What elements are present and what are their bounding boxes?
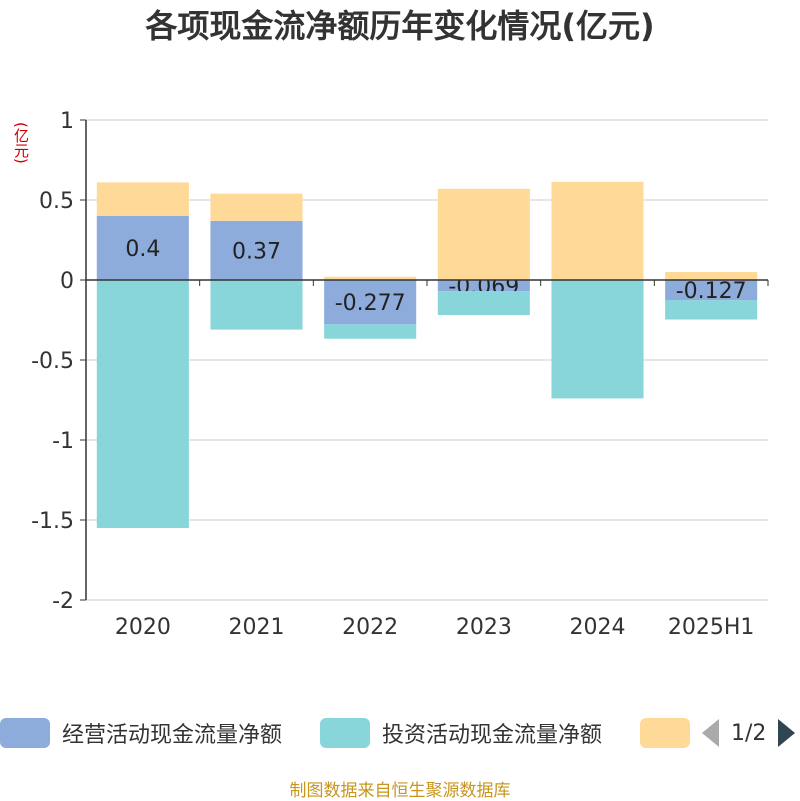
bar-investing-2020 (97, 280, 189, 528)
y-tick-label: 0 (60, 269, 74, 294)
bar-chart: 1 0.5 0 -0.5 -1 -1.5 -2 0.4 2020 0.37 2021 -0.277 20… (0, 0, 800, 700)
y-tick-label: 1 (60, 109, 74, 134)
bar-investing-2022 (324, 324, 416, 338)
legend-page-indicator: 1/2 (731, 721, 766, 746)
legend-swatch-third (640, 718, 690, 748)
legend-item-operating[interactable]: 经营活动现金流量净额 (0, 718, 282, 748)
bar-third-2021 (210, 194, 302, 221)
legend-pager: 1/2 (702, 718, 795, 748)
bar-third-2024 (551, 182, 643, 280)
prev-page-icon[interactable] (702, 719, 719, 747)
data-label: 0.4 (125, 237, 160, 262)
legend-item-investing[interactable]: 投资活动现金流量净额 (320, 718, 602, 748)
x-tick-label: 2020 (115, 615, 171, 640)
x-tick-label: 2023 (456, 615, 512, 640)
next-page-icon[interactable] (778, 719, 795, 747)
y-tick-label: -1.5 (31, 509, 74, 534)
legend-item-third[interactable] (640, 718, 690, 748)
x-tick-label: 2025H1 (668, 615, 755, 640)
bar-investing-2025H1 (665, 300, 757, 319)
bar-investing-2021 (210, 280, 302, 330)
bar-third-2020 (97, 182, 189, 216)
legend-swatch-operating (0, 718, 50, 748)
data-label: -0.277 (335, 291, 406, 316)
bar-third-2023 (438, 189, 530, 280)
y-tick-label: -0.5 (31, 349, 74, 374)
y-tick-label: -1 (52, 429, 74, 454)
bar-third-2025H1 (665, 272, 757, 280)
data-label: 0.37 (232, 239, 281, 264)
bar-investing-2023 (438, 291, 530, 315)
x-tick-label: 2024 (570, 615, 626, 640)
legend-label-investing: 投资活动现金流量净额 (382, 717, 602, 749)
legend-swatch-investing (320, 718, 370, 748)
legend: 经营活动现金流量净额 投资活动现金流量净额 1/2 (0, 712, 800, 756)
bar-investing-2024 (551, 280, 643, 398)
legend-label-operating: 经营活动现金流量净额 (62, 717, 282, 749)
y-tick-label: -2 (52, 589, 74, 614)
x-tick-label: 2022 (342, 615, 398, 640)
data-source: 制图数据来自恒生聚源数据库 (0, 776, 800, 801)
x-tick-label: 2021 (229, 615, 285, 640)
y-tick-label: 0.5 (39, 189, 74, 214)
